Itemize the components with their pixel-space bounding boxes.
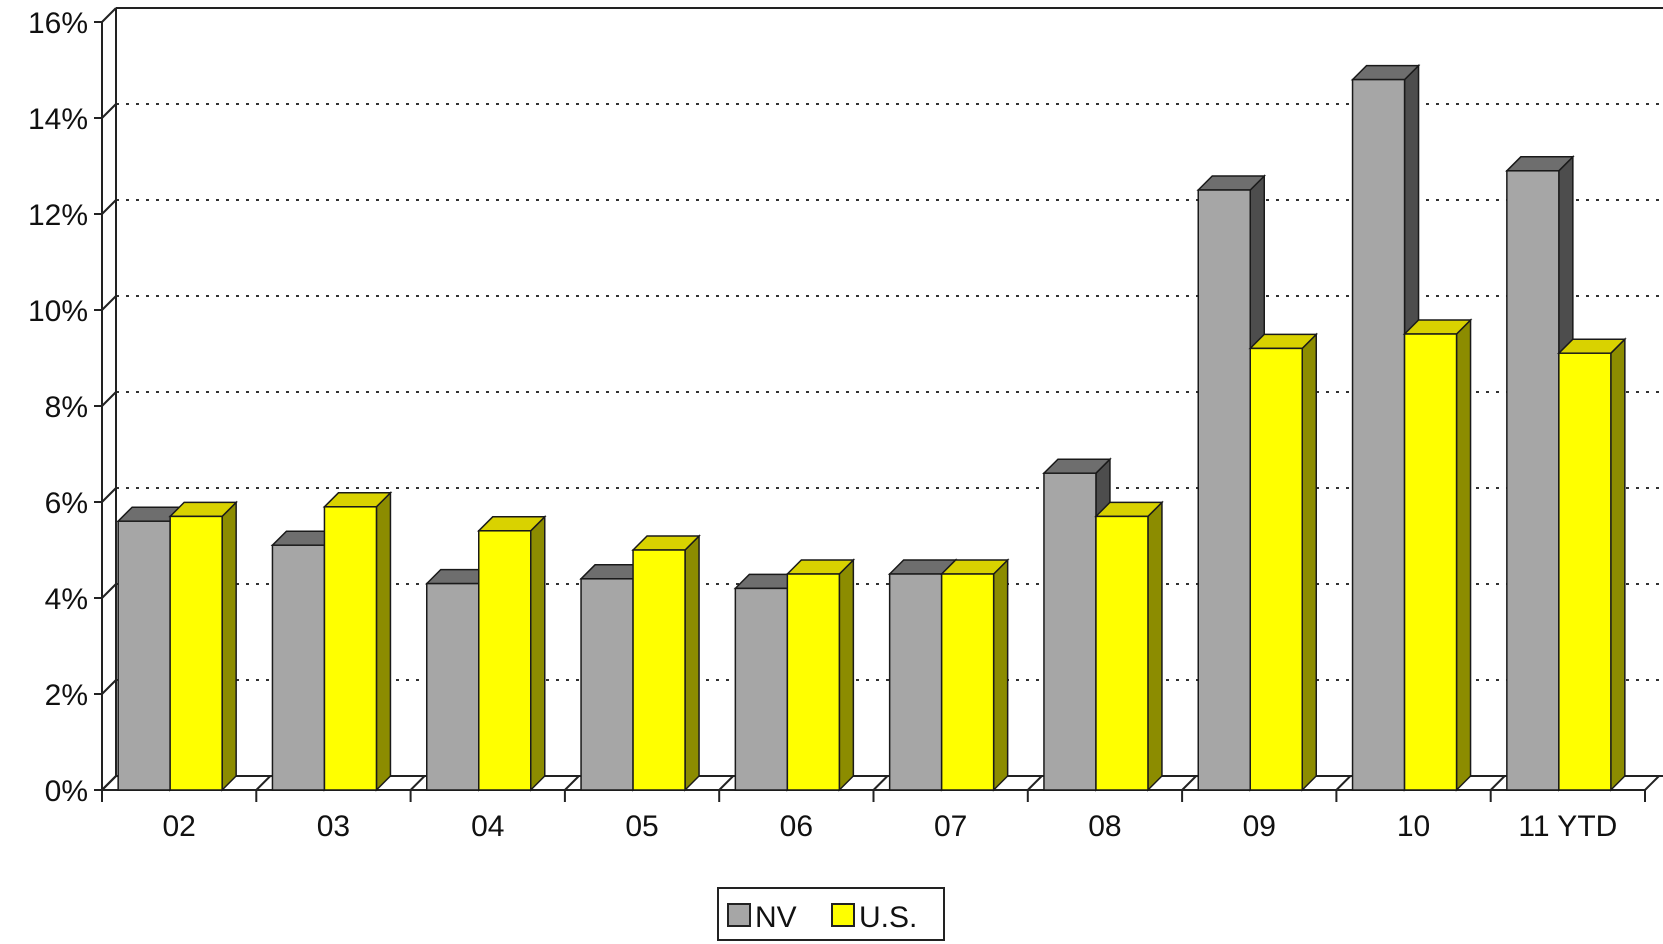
bar-side-face xyxy=(1610,337,1626,792)
bar-side-face xyxy=(1455,318,1472,792)
bar-front-face xyxy=(323,506,378,791)
bar-front-face xyxy=(940,573,995,791)
bar-side-face xyxy=(221,500,237,792)
bar-side-face xyxy=(838,558,855,792)
bar-front-face xyxy=(1403,333,1458,791)
y-tick-label: 4% xyxy=(45,583,88,616)
legend-label-nv: NV xyxy=(755,901,797,934)
floor-divider xyxy=(564,775,580,791)
bar-front-face xyxy=(1506,170,1560,791)
floor-divider xyxy=(1489,775,1506,791)
bar-us xyxy=(1402,318,1473,792)
bar-front-face xyxy=(734,587,789,791)
x-tick-label: 04 xyxy=(471,810,504,843)
bar-us xyxy=(476,514,547,792)
bar-front-face xyxy=(1095,515,1149,791)
legend-label-us: U.S. xyxy=(859,901,917,934)
floor-divider xyxy=(1181,775,1197,791)
bars xyxy=(116,63,1627,792)
bar-us xyxy=(785,558,856,792)
bar-us xyxy=(322,490,393,792)
bar-front-face xyxy=(888,573,943,791)
floor-divider xyxy=(718,775,734,791)
y-tick-connector xyxy=(101,103,117,119)
y-tick-connector xyxy=(101,7,117,23)
bar-side-face xyxy=(530,514,546,792)
bar-front-face xyxy=(271,544,326,791)
bar-side-face xyxy=(992,558,1009,792)
bar-side-face xyxy=(684,534,700,792)
floor-divider xyxy=(1027,775,1043,791)
bar-front-face xyxy=(632,549,686,791)
y-tick-connector xyxy=(101,679,117,695)
y-tick-connector xyxy=(101,391,117,407)
y-tick-label: 0% xyxy=(45,775,88,808)
y-tick-label: 16% xyxy=(28,7,88,40)
legend: NV U.S. xyxy=(717,887,945,941)
x-tick-label: 05 xyxy=(625,810,658,843)
y-tick-connector xyxy=(101,199,117,215)
x-tick-label: 10 xyxy=(1397,810,1430,843)
x-tick-label: 08 xyxy=(1088,810,1121,843)
floor-divider xyxy=(1335,775,1352,791)
floor-divider xyxy=(872,775,889,791)
bar-us xyxy=(1557,337,1627,792)
bar-front-face xyxy=(786,573,841,791)
legend-swatch-nv xyxy=(727,903,751,927)
bar-front-face xyxy=(169,515,223,791)
bar-front-face xyxy=(580,578,634,791)
y-tick-label: 6% xyxy=(45,487,88,520)
x-tick-label: 02 xyxy=(162,810,195,843)
x-tick-labels: 02 03 04 05 06 07 08 09 10 11 YTD xyxy=(162,810,1617,843)
legend-swatch-us xyxy=(831,903,855,927)
x-tick-label: 03 xyxy=(317,810,350,843)
bar-front-face xyxy=(1249,347,1303,791)
y-tick-label: 2% xyxy=(45,679,88,712)
y-tick-connector xyxy=(101,295,117,311)
bar-us xyxy=(168,500,238,792)
y-tick-label: 8% xyxy=(45,391,88,424)
bar-us xyxy=(1248,332,1319,792)
y-tick-label: 10% xyxy=(28,295,88,328)
y-tick-label: 14% xyxy=(28,103,88,136)
x-tick-label: 06 xyxy=(780,810,813,843)
x-tick-label: 11 YTD xyxy=(1518,810,1617,843)
floor-divider xyxy=(101,775,117,791)
bar-front-face xyxy=(1558,352,1612,791)
y-tick-connector xyxy=(101,487,117,503)
floor-divider xyxy=(255,775,272,791)
x-tick-label: 07 xyxy=(934,810,967,843)
y-tick-labels: 0% 2% 4% 6% 8% 10% 12% 14% 16% xyxy=(28,7,88,808)
bar-front-face xyxy=(426,582,480,791)
bar-side-face xyxy=(375,490,392,792)
bar-us xyxy=(631,534,701,792)
bar-front-face xyxy=(1351,78,1406,791)
bar-front-face xyxy=(1197,189,1251,791)
bar-front-face xyxy=(117,520,171,791)
y-tick-connector xyxy=(101,583,117,599)
bar-front-face xyxy=(1043,472,1097,791)
bar-us xyxy=(939,558,1010,792)
bar-us xyxy=(1094,500,1164,792)
bar-side-face xyxy=(1147,500,1163,792)
floor-divider xyxy=(409,775,426,791)
floor-divider xyxy=(1644,775,1660,791)
y-tick-label: 12% xyxy=(28,199,88,232)
x-tick-label: 09 xyxy=(1243,810,1276,843)
bar-front-face xyxy=(478,530,532,791)
bar-side-face xyxy=(1301,332,1317,792)
